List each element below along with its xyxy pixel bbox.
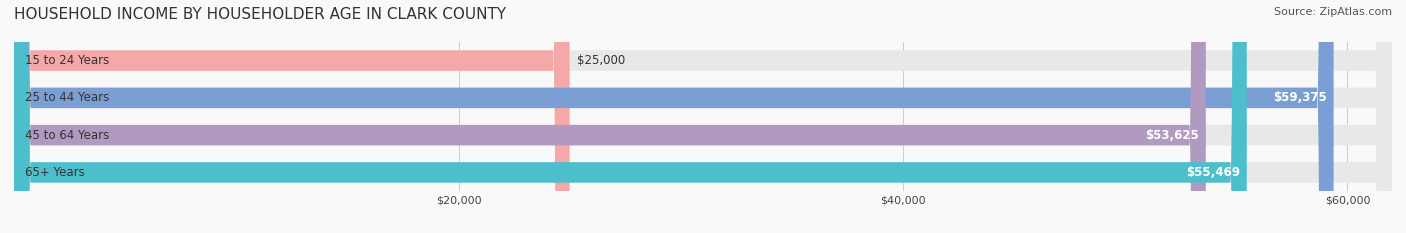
FancyBboxPatch shape: [14, 0, 1206, 233]
FancyBboxPatch shape: [14, 0, 1334, 233]
Text: 45 to 64 Years: 45 to 64 Years: [25, 129, 110, 142]
Text: $55,469: $55,469: [1185, 166, 1240, 179]
Text: Source: ZipAtlas.com: Source: ZipAtlas.com: [1274, 7, 1392, 17]
Text: 15 to 24 Years: 15 to 24 Years: [25, 54, 110, 67]
Text: 65+ Years: 65+ Years: [25, 166, 84, 179]
FancyBboxPatch shape: [14, 0, 1392, 233]
Text: $53,625: $53,625: [1144, 129, 1199, 142]
FancyBboxPatch shape: [14, 0, 1392, 233]
FancyBboxPatch shape: [14, 0, 1392, 233]
FancyBboxPatch shape: [14, 0, 1247, 233]
FancyBboxPatch shape: [14, 0, 569, 233]
Text: $59,375: $59,375: [1272, 91, 1327, 104]
Text: HOUSEHOLD INCOME BY HOUSEHOLDER AGE IN CLARK COUNTY: HOUSEHOLD INCOME BY HOUSEHOLDER AGE IN C…: [14, 7, 506, 22]
FancyBboxPatch shape: [14, 0, 1392, 233]
Text: $25,000: $25,000: [576, 54, 624, 67]
Text: 25 to 44 Years: 25 to 44 Years: [25, 91, 110, 104]
